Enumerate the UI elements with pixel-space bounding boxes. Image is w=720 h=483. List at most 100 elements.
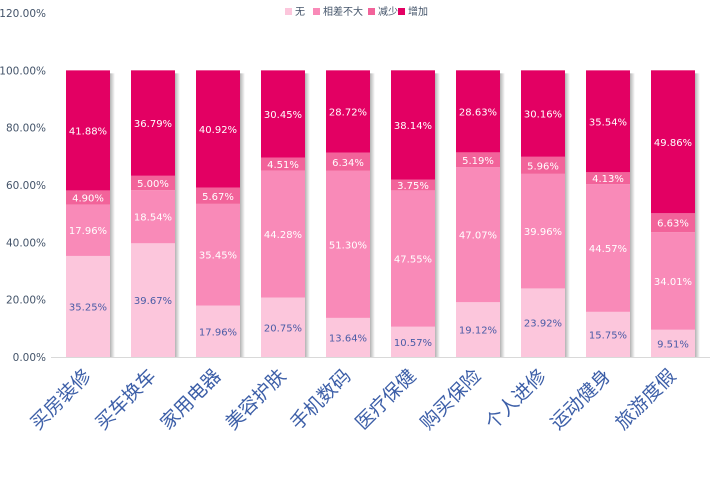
bar-segment [456,167,500,303]
bar-shadow [630,73,635,357]
y-axis: 0.00% 20.00% 40.00% 60.00% 80.00% 100.00% 120.… [0,8,46,364]
legend-label: 相差不大 [323,5,363,18]
data-label: 13.64% [329,333,367,344]
category-label: 美容护肤 [221,365,290,434]
category-label: 手机数码 [286,365,355,434]
y-tick-label: 60.00% [6,180,46,192]
data-label: 23.92% [524,319,562,330]
bar-segment [456,70,500,153]
data-labels: 35.25% 17.96% 4.90% 41.88% 39.67% 18.54% 5.00%… [69,107,692,350]
bar-segment [391,190,435,327]
bar-segment [651,213,695,233]
category-label: 购买保险 [416,365,485,434]
y-tick-label: 0.00% [13,352,46,364]
y-tick-label: 120.00% [0,8,46,20]
bar-segment [131,175,175,191]
data-label: 3.75% [397,181,429,192]
y-tick-label: 40.00% [6,237,46,249]
bar-segment [521,288,565,357]
bar-segment [196,187,240,204]
data-label: 17.96% [69,226,107,237]
bar-segment [261,157,305,171]
data-label: 39.96% [524,227,562,238]
legend-swatch [313,8,320,15]
y-tick-label: 100.00% [0,65,46,77]
bar-segment [66,70,110,191]
legend-label: 增加 [408,5,428,18]
y-tick-label: 80.00% [6,123,46,135]
bar-segment [66,255,110,357]
data-label: 9.51% [657,339,689,350]
data-label: 6.63% [657,219,689,230]
data-label: 5.19% [462,156,494,167]
data-label: 28.72% [329,107,367,118]
bar-segment [261,70,305,158]
bar-shadows [110,73,700,357]
data-label: 30.45% [264,110,302,121]
data-label: 47.07% [459,231,497,242]
data-label: 36.79% [134,119,172,130]
bar-segment [196,203,240,306]
bar-shadow [435,73,440,357]
data-label: 6.34% [332,158,364,169]
category-label: 旅游度假 [611,365,680,434]
category-label: 买车换车 [91,365,160,434]
bar-segment [521,173,565,289]
data-label: 10.57% [394,338,432,349]
data-label: 49.86% [654,138,692,149]
bar-shadow [500,73,505,357]
bar-segment [261,170,305,298]
bar-shadow [695,73,700,357]
data-label: 44.28% [264,230,302,241]
bar-segment [521,70,565,157]
data-label: 40.92% [199,125,237,136]
bar-segment [521,156,565,174]
bar-segment [326,170,370,318]
data-label: 4.90% [72,193,104,204]
bar-shadow [305,73,310,357]
data-label: 35.45% [199,251,237,262]
category-label: 个人进修 [481,365,550,434]
bar-segment [391,179,435,191]
bar-segment [66,190,110,205]
bar-segment [456,152,500,168]
category-label: 医疗保健 [351,365,420,434]
bar-shadow [110,73,115,357]
data-label: 35.25% [69,302,107,313]
legend-swatch [368,8,375,15]
bar-segment [131,70,175,176]
data-label: 41.88% [69,126,107,137]
category-label: 买房装修 [26,365,95,434]
bar-segment [391,70,435,180]
legend-swatch [398,8,405,15]
data-label: 51.30% [329,240,367,251]
bar-segment [651,70,695,214]
data-label: 35.54% [589,117,627,128]
data-label: 5.00% [137,179,169,190]
data-label: 34.01% [654,277,692,288]
data-label: 30.16% [524,110,562,121]
data-label: 39.67% [134,296,172,307]
bar-segment [651,329,695,357]
data-label: 5.96% [527,161,559,172]
data-label: 19.12% [459,326,497,337]
bar-segment [651,232,695,330]
legend-swatch [285,8,292,15]
legend: 无 相差不大 减少 增加 [285,5,428,18]
data-label: 17.96% [199,327,237,338]
bar-segment [131,243,175,357]
data-label: 20.75% [264,323,302,334]
category-label: 家用电器 [156,365,225,434]
bar-segment [586,311,630,357]
bar-segment [586,184,630,312]
bar-segment [196,305,240,357]
data-label: 18.54% [134,213,172,224]
legend-label: 减少 [378,6,398,18]
data-label: 4.51% [267,160,299,171]
bar-segment [456,302,500,357]
bar-segment [326,152,370,171]
data-label: 44.57% [589,244,627,255]
category-label: 运动健身 [546,365,615,434]
data-label: 5.67% [202,192,234,203]
